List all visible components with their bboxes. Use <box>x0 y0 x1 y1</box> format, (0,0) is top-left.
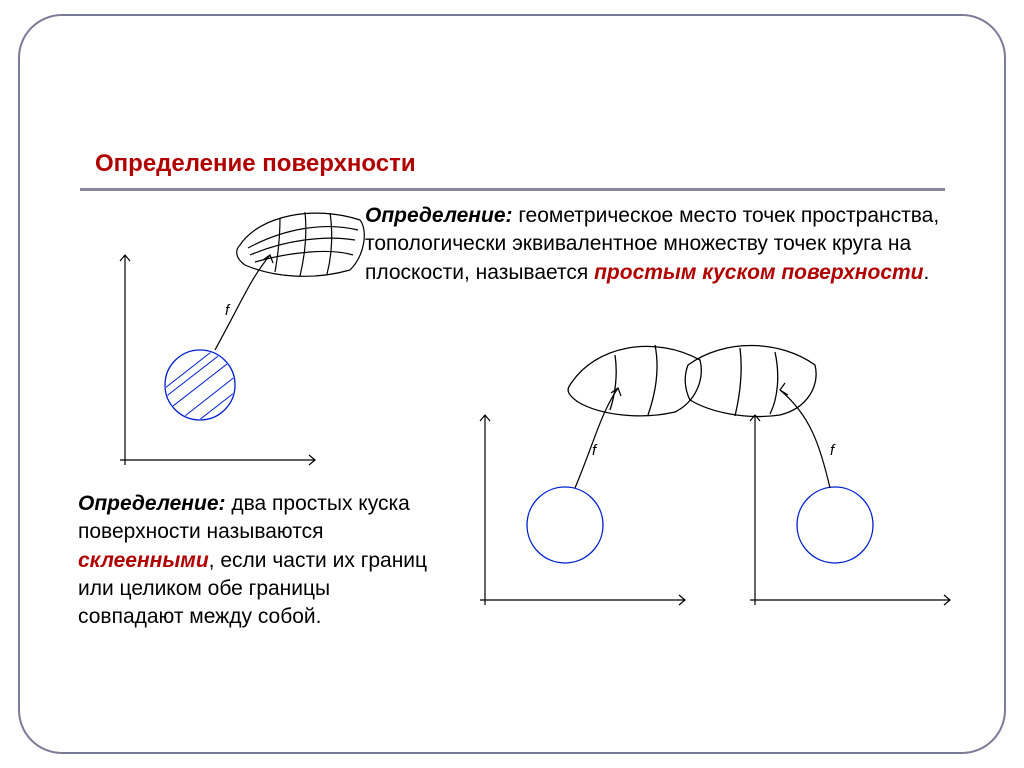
diagram-1: f <box>85 200 385 480</box>
slide-title: Определение поверхности <box>95 150 416 178</box>
diagram-1-label-f: f <box>225 302 231 319</box>
diagram-2: f f <box>440 330 970 620</box>
definition-1: Определение: геометрическое место точек … <box>365 202 955 287</box>
definition-2: Определение: два простых куска поверхнос… <box>78 490 438 632</box>
definition-1-label: Определение: <box>365 204 513 227</box>
diagram-2-label-f-left: f <box>592 442 598 459</box>
definition-1-term: простым куском поверхности <box>594 261 923 284</box>
definition-2-term: склеенными <box>78 549 209 572</box>
title-rule <box>80 188 945 191</box>
definition-2-label: Определение: <box>78 492 226 515</box>
definition-1-period: . <box>924 261 930 284</box>
diagram-2-label-f-right: f <box>830 442 836 459</box>
